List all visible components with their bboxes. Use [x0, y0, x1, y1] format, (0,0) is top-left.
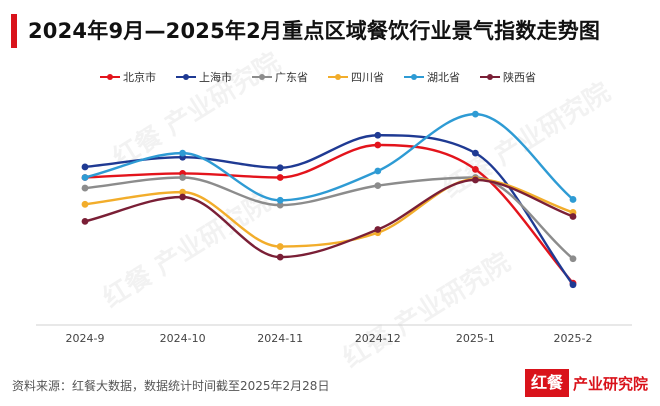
legend-label: 湖北省 [427, 71, 460, 84]
data-point [179, 188, 187, 196]
series-line [83, 112, 575, 202]
data-point [276, 253, 284, 261]
data-point [569, 196, 577, 203]
data-point [374, 167, 382, 175]
data-point [179, 174, 187, 181]
data-point [472, 165, 479, 173]
data-point [276, 164, 284, 172]
x-tick-label: 2025-1 [456, 332, 495, 345]
legend-swatch [176, 72, 196, 82]
source-note: 资料来源：红餐大数据，数据统计时间截至2025年2月28日 [12, 379, 330, 393]
legend-label: 陕西省 [503, 71, 536, 84]
brand-name: 产业研究院 [573, 374, 649, 393]
chart-title: 2024年9月—2025年2月重点区域餐饮行业景气指数走势图 [28, 19, 601, 43]
data-point [569, 213, 577, 220]
data-point [374, 182, 382, 190]
data-point [374, 226, 382, 233]
data-point [569, 281, 577, 289]
data-point [374, 131, 382, 139]
legend-swatch [100, 72, 120, 82]
title-bar: 2024年9月—2025年2月重点区域餐饮行业景气指数走势图 [0, 0, 660, 62]
brand-logo: 红餐 产业研究院 [525, 369, 648, 397]
legend-label: 广东省 [275, 71, 308, 84]
legend-item: 广东省 [252, 69, 308, 85]
data-point [374, 141, 382, 149]
data-point [276, 174, 284, 181]
data-point [81, 184, 89, 192]
x-tick-label: 2024-11 [257, 332, 303, 345]
series-line [83, 134, 575, 286]
legend-item: 北京市 [100, 69, 156, 85]
data-point [472, 176, 479, 184]
data-point [276, 196, 284, 204]
series-line [83, 143, 575, 285]
series-line [83, 178, 575, 259]
brand-mark: 红餐 [525, 369, 570, 397]
legend-swatch [252, 72, 272, 82]
series-line [83, 176, 575, 260]
data-point [81, 200, 89, 208]
series-line [83, 177, 575, 248]
data-point [81, 217, 89, 225]
data-point [569, 255, 577, 263]
legend-label: 上海市 [199, 71, 232, 84]
data-point [276, 243, 284, 250]
data-point [81, 174, 89, 181]
data-point [472, 110, 479, 118]
data-point [179, 149, 187, 157]
legend-item: 四川省 [328, 69, 384, 85]
legend-item: 陕西省 [480, 69, 536, 85]
legend-item: 湖北省 [404, 69, 460, 85]
x-tick-label: 2024-12 [355, 332, 401, 345]
legend-label: 四川省 [351, 71, 384, 84]
legend-swatch [328, 72, 348, 82]
legend-swatch [404, 72, 424, 82]
data-point [81, 163, 89, 171]
x-tick-label: 2024-9 [66, 332, 105, 345]
chart-legend: 北京市 上海市 广东省 四川省 湖北省 陕西省 [100, 67, 556, 87]
legend-swatch [480, 72, 500, 82]
x-tick-label: 2024-10 [160, 332, 206, 345]
data-point [472, 149, 479, 157]
x-tick-label: 2025-2 [554, 332, 593, 345]
data-point [179, 193, 187, 201]
legend-label: 北京市 [123, 71, 156, 84]
legend-item: 上海市 [176, 69, 232, 85]
data-point [276, 201, 284, 209]
title-accent-bar [11, 14, 17, 48]
